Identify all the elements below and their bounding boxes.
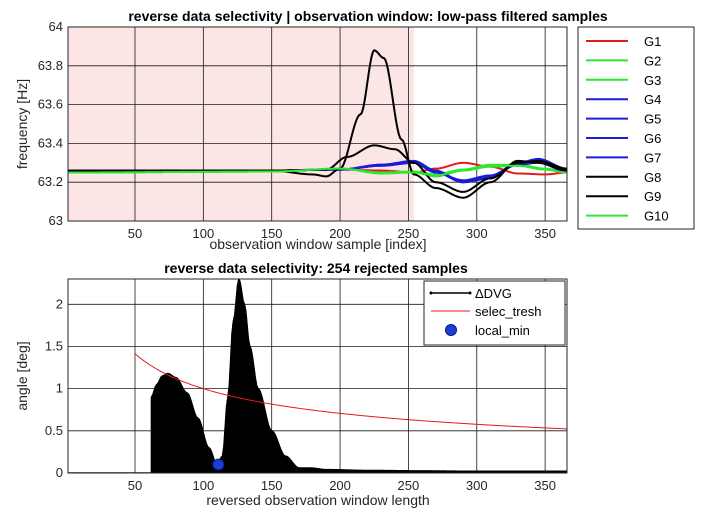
selec-tresh-line (134, 353, 567, 430)
legend-label-g8: G8 (644, 170, 661, 185)
legend-dot (468, 291, 472, 295)
top-x-axis-label: observation window sample [index] (209, 236, 426, 252)
dvg-stems (150, 279, 567, 473)
y-tick-label: 63 (49, 213, 63, 228)
y-tick-label: 63.6 (38, 97, 63, 112)
top-subplot: reverse data selectivity | observation w… (14, 8, 695, 252)
local-min-marker (212, 458, 225, 471)
y-tick-label: 63.4 (38, 135, 63, 150)
legend-label-g9: G9 (644, 189, 661, 204)
legend-label-g1: G1 (644, 34, 661, 49)
top-y-axis-label: frequency [Hz] (14, 79, 30, 169)
legend-label-0: ΔDVG (475, 286, 512, 301)
bottom-subplot: reverse data selectivity: 254 rejected s… (14, 260, 568, 508)
legend-label-g7: G7 (644, 150, 661, 165)
x-tick-label: 150 (261, 478, 283, 493)
bottom-x-axis-label: reversed observation window length (206, 492, 429, 508)
y-tick-label: 64 (49, 19, 63, 34)
legend-label-1: selec_tresh (475, 304, 541, 319)
x-tick-label: 250 (398, 478, 420, 493)
bottom-series-group (68, 279, 567, 473)
legend-label-g2: G2 (644, 53, 661, 68)
series-line-g10 (68, 164, 568, 177)
top-legend-box (577, 26, 695, 230)
observation-window-shade (68, 27, 414, 221)
bottom-y-ticks: 0 0.5 1 1.5 2 (45, 296, 63, 480)
top-chart-title: reverse data selectivity | observation w… (128, 8, 608, 24)
bottom-x-ticks: 50 100 150 200 250 300 350 (128, 478, 556, 493)
legend-swatch-local-min (445, 324, 457, 336)
x-tick-label: 300 (466, 478, 488, 493)
y-tick-label: 63.8 (38, 58, 63, 73)
top-plot-frame (67, 26, 568, 222)
legend-label-g10: G10 (644, 209, 669, 224)
x-tick-label: 50 (128, 478, 142, 493)
bottom-chart-title: reverse data selectivity: 254 rejected s… (164, 260, 468, 276)
x-tick-label: 100 (192, 226, 214, 241)
top-grid (68, 27, 567, 221)
legend-label-2: local_min (475, 323, 530, 338)
bottom-plot-frame (67, 278, 568, 474)
top-series-lines (68, 49, 568, 199)
y-tick-label: 1.5 (45, 338, 63, 353)
x-tick-label: 100 (192, 478, 214, 493)
y-tick-label: 63.2 (38, 174, 63, 189)
dvg-envelope (150, 279, 567, 473)
x-tick-label: 200 (329, 478, 351, 493)
legend-label-g6: G6 (644, 131, 661, 146)
legend-label-g5: G5 (644, 112, 661, 127)
x-tick-label: 250 (398, 226, 420, 241)
y-tick-label: 2 (56, 296, 63, 311)
top-y-ticks: 63 63.2 63.4 63.6 63.8 64 (38, 19, 63, 228)
x-tick-label: 150 (261, 226, 283, 241)
legend-label-g3: G3 (644, 73, 661, 88)
top-legend: G1 G2 G3 G4 G5 G6 G7 G8 G9 G10 (577, 26, 695, 230)
x-tick-label: 350 (534, 478, 556, 493)
y-tick-label: 1 (56, 381, 63, 396)
legend-dot (429, 291, 433, 295)
bottom-series-lines (68, 279, 567, 473)
x-tick-label: 350 (534, 226, 556, 241)
x-tick-label: 300 (466, 226, 488, 241)
x-tick-label: 200 (329, 226, 351, 241)
legend-label-g4: G4 (644, 92, 661, 107)
top-x-ticks: 50 100 150 200 250 300 350 (128, 226, 556, 241)
bottom-y-axis-label: angle [deg] (14, 341, 30, 410)
x-tick-label: 50 (128, 226, 142, 241)
y-tick-label: 0.5 (45, 423, 63, 438)
bottom-legend: ΔDVG selec_tresh local_min (423, 280, 566, 346)
y-tick-label: 0 (56, 465, 63, 480)
